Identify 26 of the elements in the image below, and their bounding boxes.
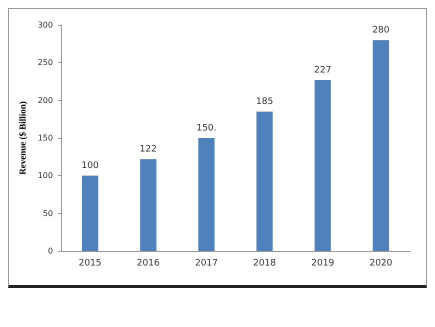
y-tick-label: 250	[38, 58, 53, 68]
bar	[140, 159, 156, 251]
y-tick-label: 100	[38, 171, 53, 180]
x-tick-label: 2016	[136, 258, 160, 268]
x-tick-label: 2018	[253, 258, 276, 268]
data-label: 185	[256, 97, 274, 108]
x-tick-label: 2017	[194, 258, 218, 268]
data-label: 227	[314, 65, 332, 76]
x-tick-label: 2019	[311, 258, 334, 268]
y-tick-label: 150	[38, 134, 53, 142]
y-tick-label: 200	[38, 96, 53, 105]
x-tick-label: 2020	[369, 258, 393, 268]
bar	[256, 112, 273, 251]
y-axis-title: Revenue ($ Billion)	[17, 101, 28, 175]
data-label: 280	[372, 26, 390, 36]
bar	[314, 80, 331, 251]
data-label: 100	[81, 161, 99, 172]
data-label: 150.	[196, 124, 216, 134]
y-tick-label: 300	[38, 20, 53, 30]
data-label: 122	[140, 144, 157, 155]
y-tick-label: 0	[48, 246, 53, 256]
bar	[198, 138, 215, 251]
x-tick-label: 2015	[78, 258, 102, 268]
bar	[372, 40, 390, 251]
bar	[82, 176, 98, 251]
y-tick-label: 50	[42, 208, 53, 218]
